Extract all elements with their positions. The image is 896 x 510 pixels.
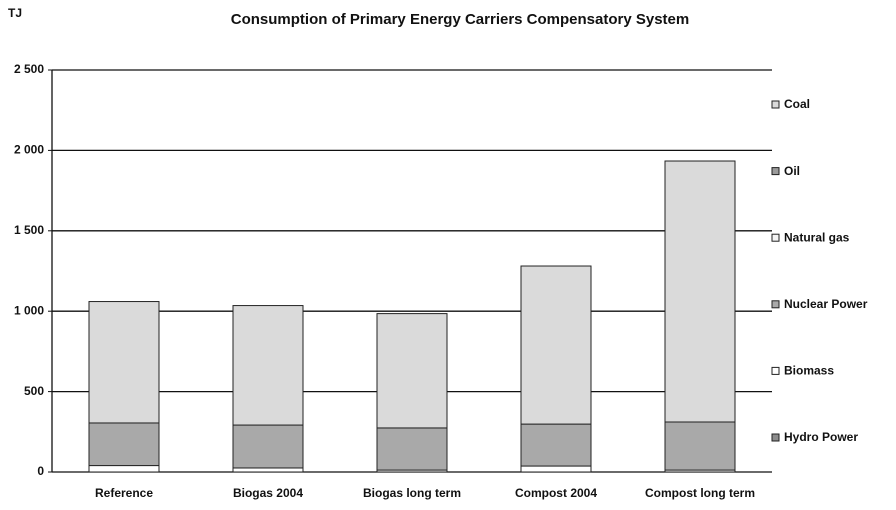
- bar-segment: [88, 422, 160, 467]
- legend-label: Nuclear Power: [784, 297, 868, 311]
- y-tick-label: 2 000: [14, 143, 44, 157]
- x-tick-label: Biogas long term: [363, 486, 461, 500]
- bar-segment: [88, 301, 160, 424]
- x-tick-label: Reference: [95, 486, 153, 500]
- bar-segment: [232, 424, 304, 469]
- bar-segment: [520, 423, 592, 467]
- bar-segment: [376, 313, 448, 429]
- bar-segment: [232, 467, 304, 473]
- legend-swatch: [771, 167, 780, 176]
- y-tick-label: 2 500: [14, 62, 44, 76]
- x-tick-label: Compost long term: [645, 486, 755, 500]
- y-tick-label: 1 500: [14, 223, 44, 237]
- x-tick-label: Biogas 2004: [233, 486, 303, 500]
- legend-swatch: [771, 100, 780, 109]
- legend-label: Oil: [784, 164, 800, 178]
- legend-swatch: [771, 366, 780, 375]
- bar-segment: [520, 465, 592, 473]
- y-axis-label: TJ: [8, 6, 22, 20]
- bar-segment: [232, 305, 304, 426]
- y-tick-label: 1 000: [14, 303, 44, 317]
- bar-segment: [664, 160, 736, 423]
- legend-label: Coal: [784, 97, 810, 111]
- bar-segment: [376, 427, 448, 471]
- y-tick-label: 0: [37, 464, 44, 478]
- bar-segment: [88, 465, 160, 473]
- legend-swatch: [771, 300, 780, 309]
- legend-label: Natural gas: [784, 230, 850, 244]
- legend-swatch: [771, 433, 780, 442]
- legend-label: Biomass: [784, 364, 834, 378]
- x-tick-label: Compost 2004: [515, 486, 597, 500]
- bar-segment: [664, 421, 736, 471]
- chart-title: Consumption of Primary Energy Carriers C…: [231, 11, 689, 28]
- y-tick-label: 500: [24, 384, 44, 398]
- legend-swatch: [771, 233, 780, 242]
- legend-label: Hydro Power: [784, 430, 858, 444]
- bar-segment: [520, 265, 592, 425]
